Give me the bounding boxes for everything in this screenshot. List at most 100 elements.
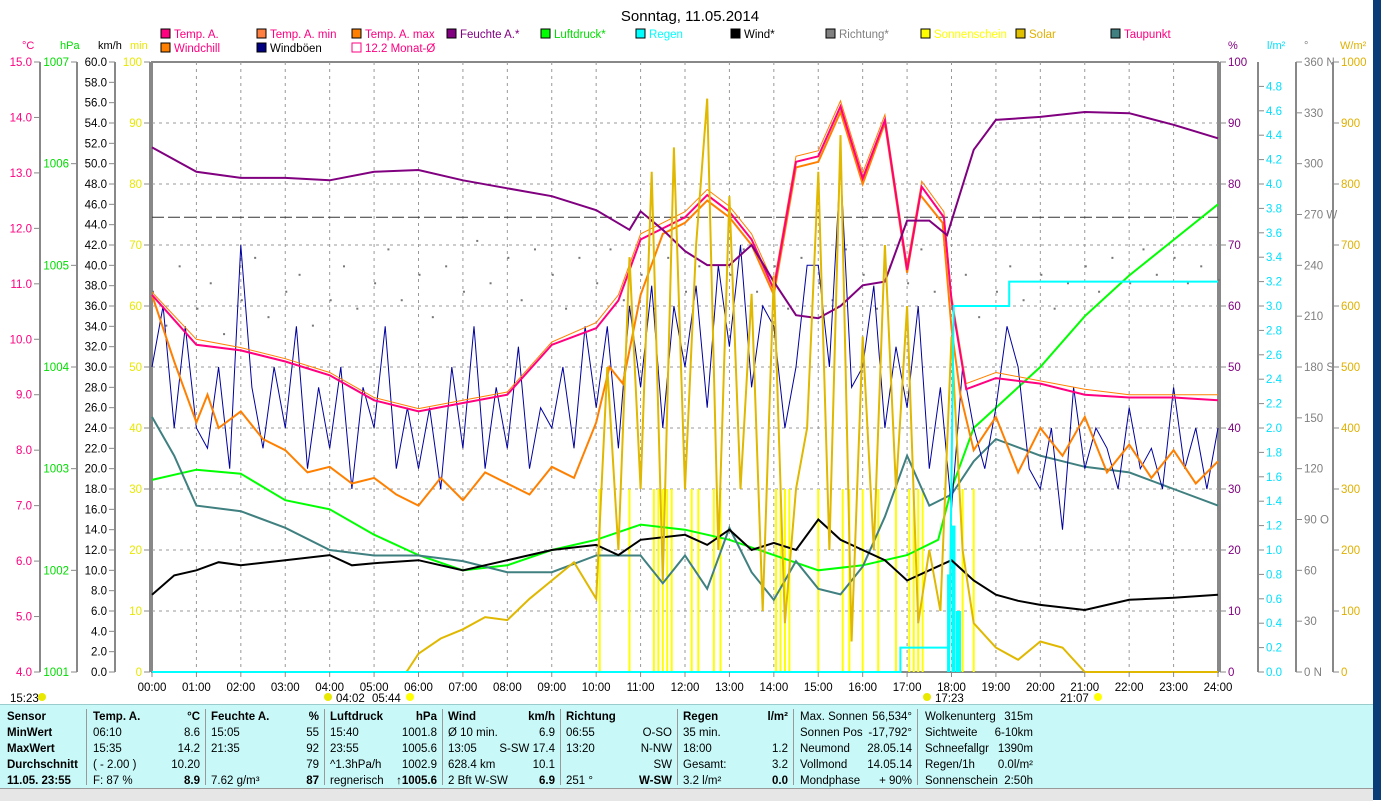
axis-tick-label: 15.0 <box>10 57 32 69</box>
direction-dot <box>1066 282 1069 285</box>
series-luftdruck <box>151 203 1219 572</box>
x-tick-label: 15:00 <box>804 682 833 694</box>
axis-unit-wm2: W/m² <box>1340 40 1367 52</box>
legend-label: Luftdruck* <box>554 29 606 41</box>
x-tick-label: 20:00 <box>1026 682 1055 694</box>
header-label: Luftdruck <box>330 711 384 723</box>
info-row: Schneefallgr 1390m <box>920 741 1038 757</box>
axis-tick-label: 6.0 <box>16 556 32 568</box>
series-windchill <box>151 109 1219 507</box>
table-row: F: 87 % 8.9 <box>88 773 205 789</box>
axis-tick-label: 0.4 <box>1266 618 1283 630</box>
header-unit: hPa <box>415 711 437 723</box>
axis-tick-label: 90 <box>1228 118 1241 130</box>
direction-dot <box>400 299 403 302</box>
axis-tick-label: 40.0 <box>85 260 107 272</box>
table-row: 35 min. <box>678 725 793 741</box>
direction-dot <box>462 290 465 293</box>
header-unit: % <box>308 711 319 723</box>
direction-dot <box>533 248 536 251</box>
row-value: 1005.6 <box>401 743 437 755</box>
axis-tick-label: 0.0 <box>91 667 107 679</box>
legend-swatch <box>446 28 457 39</box>
axis-tick-label: 26.0 <box>85 403 107 415</box>
axis-unit-kmh: km/h <box>98 40 122 52</box>
axis-tick-label: 70 <box>1228 240 1241 252</box>
axis-tick-label: 90 O <box>1304 515 1329 527</box>
table-row: 06:10 8.6 <box>88 725 205 741</box>
axis-unit-pct: % <box>1228 40 1238 52</box>
info-label: Neumond <box>800 743 850 755</box>
axis-tick-label: 10.0 <box>10 334 32 346</box>
direction-dot <box>209 282 212 285</box>
axis-tick-label: 50 <box>129 362 142 374</box>
x-tick-label: 09:00 <box>537 682 566 694</box>
x-tick-label: 17:00 <box>893 682 922 694</box>
axis-tick-label: 6.0 <box>91 606 107 618</box>
x-tick-label: 11:00 <box>627 682 655 694</box>
info-value: 1390m <box>997 743 1033 755</box>
row-label: 13:05 <box>448 743 477 755</box>
row-value: 55 <box>306 727 319 739</box>
info-label: Sonnen Pos <box>800 727 863 739</box>
axis-tick-label: 1.4 <box>1266 496 1283 508</box>
rain-intensity-bar <box>955 611 961 672</box>
row-value: 14.2 <box>177 743 200 755</box>
direction-dot <box>729 273 732 276</box>
summary-panel: Sensor MinWert MaxWert Durchschnitt 11.05. 2… <box>0 704 1373 789</box>
axis-tick-label: 60 <box>1304 565 1317 577</box>
astro-time-sunset: 21:07 <box>1060 693 1089 704</box>
direction-dot <box>787 307 790 310</box>
row-value: ↑1005.6 <box>396 775 437 787</box>
axis-tick-label: 1001 <box>43 667 69 679</box>
axis-tick-label: 34.0 <box>85 321 107 333</box>
row-label: 628.4 km <box>448 759 496 771</box>
header-label: Richtung <box>566 711 616 723</box>
x-tick-label: 21:00 <box>1070 682 1099 694</box>
table-row: 15:35 14.2 <box>88 741 205 757</box>
direction-dot <box>907 282 910 285</box>
axis-tick-label: 100 <box>123 57 142 69</box>
axis-tick-label: 11.0 <box>10 279 32 291</box>
header-label: Wind <box>448 711 476 723</box>
row-label: 3.2 l/m² <box>683 775 722 787</box>
axis-tick-label: 24.0 <box>85 423 107 435</box>
direction-dot <box>920 248 923 251</box>
legend-label: 12.2 Monat-Ø <box>365 43 435 55</box>
series-taupunkt <box>151 416 1219 602</box>
axis-tick-label: 60 <box>129 301 142 313</box>
direction-dot <box>875 307 878 310</box>
axis-unit-rain: l/m² <box>1267 40 1286 52</box>
info-row: Wolkenunterg 315m <box>920 709 1038 725</box>
header-label: Feuchte A. <box>211 711 270 723</box>
legend-label: Temp. A. min <box>270 29 336 41</box>
direction-dot <box>964 273 967 276</box>
axis-tick-label: 2.2 <box>1266 399 1282 411</box>
x-tick-label: 24:00 <box>1204 682 1233 694</box>
axis-tick-label: 46.0 <box>85 199 107 211</box>
axis-tick-label: 330 <box>1304 108 1323 120</box>
axis-tick-label: 1002 <box>43 565 69 577</box>
x-tick-label: 23:00 <box>1159 682 1188 694</box>
axis-tick-label: 28.0 <box>85 382 107 394</box>
direction-dot <box>1129 282 1132 285</box>
axis-tick-label: 210 <box>1304 311 1323 323</box>
row-value: 3.2 <box>772 759 788 771</box>
table-column: Luftdruck hPa 15:40 1001.8 23:55 1005.6 ^1.3hP… <box>325 709 443 787</box>
info-value: 315m <box>1004 711 1033 723</box>
row-value: 1002.9 <box>401 759 437 771</box>
axis-tick-label: 10 <box>129 606 142 618</box>
info-label: Sonnenschein <box>925 775 998 787</box>
series-windb-en <box>151 163 1219 530</box>
axis-tick-label: 3.0 <box>1266 301 1282 313</box>
axis-tick-label: 3.8 <box>1266 203 1282 215</box>
direction-dot <box>520 299 523 302</box>
axis-tick-label: 20 <box>1228 545 1241 557</box>
astro-time-moonrise: 17:23 <box>935 693 964 704</box>
info-value: 14.05.14 <box>867 759 912 771</box>
x-tick-label: 01:00 <box>182 682 211 694</box>
direction-dot <box>800 256 803 259</box>
weather-chart: Sonntag, 11.05.2014 Temp. A. Temp. A. min… <box>10 8 1367 704</box>
column-header: Feuchte A.% <box>206 709 324 725</box>
series-solar <box>405 98 1218 673</box>
